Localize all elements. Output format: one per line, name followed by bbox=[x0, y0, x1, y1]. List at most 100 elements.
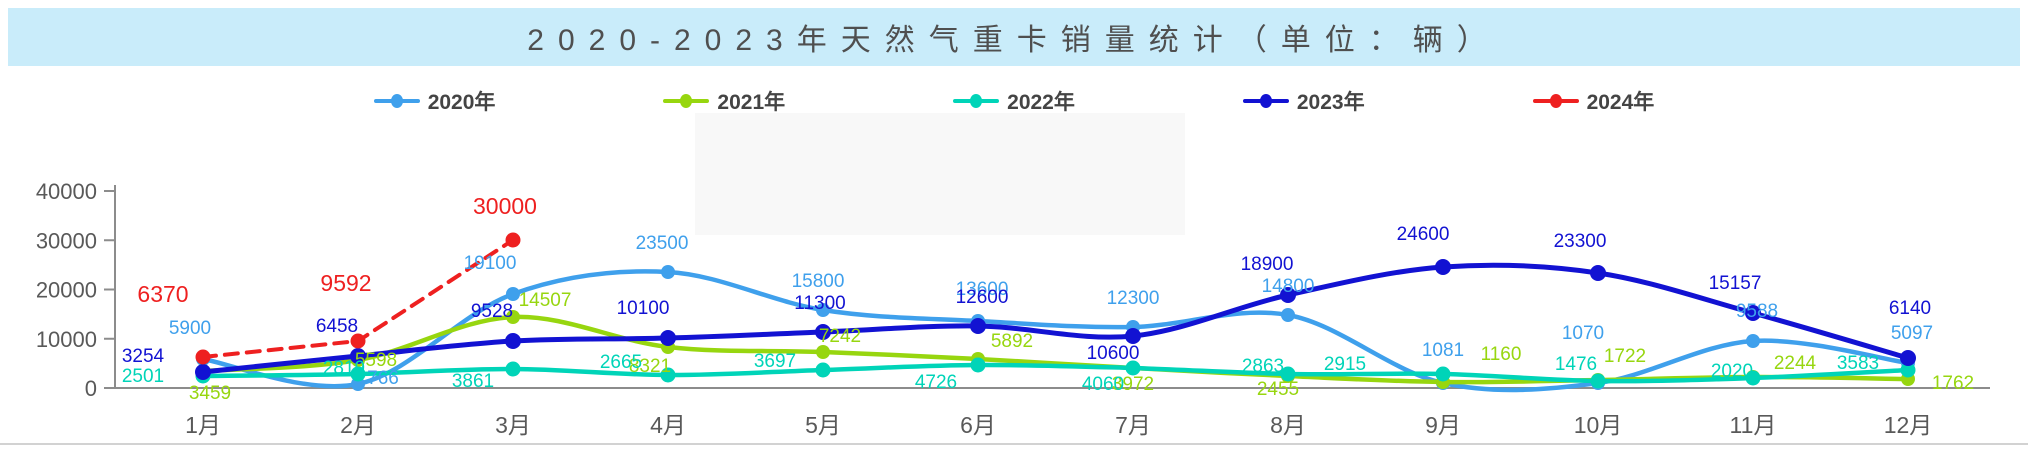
data-label-2020年: 13600 bbox=[956, 279, 1009, 300]
data-label-2020年: 14800 bbox=[1262, 276, 1315, 297]
data-label-2020年: 12300 bbox=[1107, 288, 1160, 309]
data-label-2023年: 6458 bbox=[316, 316, 358, 337]
x-axis-label: 10月 bbox=[1574, 412, 1623, 438]
legend-item-2022年[interactable]: 2022年 bbox=[953, 86, 1075, 116]
data-label-2022年: 4726 bbox=[915, 372, 957, 393]
data-label-2020年: 1081 bbox=[1422, 340, 1464, 361]
data-point-2020年 bbox=[1281, 308, 1295, 322]
x-axis-label: 1月 bbox=[185, 412, 221, 438]
data-point-2021年 bbox=[816, 345, 830, 359]
data-point-2022年 bbox=[350, 366, 366, 382]
data-label-2020年: 9588 bbox=[1736, 301, 1778, 322]
y-axis-label: 40000 bbox=[36, 179, 97, 204]
legend-item-2020年[interactable]: 2020年 bbox=[373, 86, 495, 116]
x-axis-label: 4月 bbox=[650, 412, 686, 438]
legend-marker-icon bbox=[373, 94, 420, 108]
data-point-2023年 bbox=[1590, 265, 1606, 281]
data-point-2023年 bbox=[1280, 287, 1296, 303]
data-label-2023年: 12600 bbox=[956, 287, 1009, 308]
data-point-2023年 bbox=[350, 348, 366, 364]
data-label-2022年: 2819 bbox=[323, 358, 365, 379]
legend-marker-icon bbox=[1532, 94, 1579, 108]
data-label-2024年: 6370 bbox=[137, 281, 188, 307]
data-label-2021年: 8321 bbox=[629, 356, 671, 377]
data-point-2022年 bbox=[1435, 366, 1451, 382]
data-label-2021年: 3459 bbox=[189, 383, 231, 404]
series-line-2023年 bbox=[200, 262, 1911, 375]
data-label-2023年: 18900 bbox=[1241, 254, 1294, 275]
y-axis-label: 30000 bbox=[36, 228, 97, 253]
data-label-2022年: 3697 bbox=[754, 351, 796, 372]
data-point-2023年 bbox=[815, 324, 831, 340]
data-label-2020年: 15800 bbox=[792, 271, 845, 292]
data-label-2022年: 2915 bbox=[1324, 354, 1366, 375]
data-label-2022年: 2020 bbox=[1711, 361, 1753, 382]
legend-item-2021年[interactable]: 2021年 bbox=[663, 86, 785, 116]
data-point-2023年 bbox=[505, 333, 521, 349]
data-point-2023年 bbox=[1125, 328, 1141, 344]
data-label-2020年: 1070 bbox=[1562, 323, 1604, 344]
legend-label: 2024年 bbox=[1586, 91, 1655, 114]
data-label-2020年: 766 bbox=[367, 368, 399, 389]
data-point-2023年 bbox=[1900, 350, 1916, 366]
data-label-2020年: 19100 bbox=[464, 253, 517, 274]
legend-marker-icon bbox=[663, 94, 710, 108]
x-axis-label: 12月 bbox=[1884, 412, 1933, 438]
data-label-2024年: 30000 bbox=[473, 193, 537, 219]
data-label-2022年: 2501 bbox=[122, 366, 164, 387]
data-point-2022年 bbox=[970, 357, 986, 373]
data-label-2021年: 1160 bbox=[1481, 344, 1522, 365]
data-point-2022年 bbox=[505, 361, 521, 377]
data-point-2020年 bbox=[816, 303, 830, 317]
data-label-2022年: 3583 bbox=[1837, 353, 1879, 374]
data-label-2022年: 1476 bbox=[1555, 354, 1597, 375]
data-label-2021年: 3972 bbox=[1112, 374, 1154, 395]
title-banner: 2020-2023年天然气重卡销量统计（单位：辆） bbox=[8, 8, 2020, 66]
x-axis-label: 5月 bbox=[805, 412, 841, 438]
data-point-2020年 bbox=[506, 287, 520, 301]
data-label-2022年: 2863 bbox=[1242, 356, 1284, 377]
data-label-2020年: 23500 bbox=[636, 233, 689, 254]
legend-item-2023年[interactable]: 2023年 bbox=[1242, 86, 1365, 116]
data-point-2020年 bbox=[1746, 334, 1760, 348]
series-line-2022年 bbox=[200, 362, 1911, 384]
data-label-2023年: 9528 bbox=[471, 301, 513, 322]
legend-label: 2022年 bbox=[1007, 91, 1075, 114]
data-point-2023年 bbox=[1435, 259, 1451, 275]
data-label-2022年: 2665 bbox=[600, 352, 642, 373]
data-point-2024年 bbox=[350, 333, 366, 349]
data-label-2021年: 5598 bbox=[355, 350, 397, 371]
data-label-2021年: 1722 bbox=[1604, 346, 1646, 367]
data-point-2022年 bbox=[1590, 373, 1606, 389]
x-axis-label: 8月 bbox=[1270, 412, 1306, 438]
data-label-2021年: 7242 bbox=[819, 326, 861, 347]
legend-marker-icon bbox=[1242, 94, 1289, 108]
y-axis-label: 10000 bbox=[36, 327, 97, 352]
data-label-2022年: 4060 bbox=[1082, 374, 1124, 395]
x-axis-label: 6月 bbox=[960, 412, 996, 438]
data-point-2022年 bbox=[815, 362, 831, 378]
data-label-2024年: 9592 bbox=[320, 270, 371, 296]
data-label-2023年: 3254 bbox=[122, 346, 165, 367]
data-point-2023年 bbox=[195, 364, 211, 380]
y-axis-label: 20000 bbox=[36, 278, 97, 303]
data-point-2024年 bbox=[195, 349, 211, 365]
legend-label: 2021年 bbox=[717, 91, 786, 114]
x-axis-label: 2月 bbox=[340, 412, 376, 438]
data-label-2023年: 24600 bbox=[1397, 224, 1450, 245]
x-axis-label: 9月 bbox=[1425, 412, 1461, 438]
data-label-2023年: 10100 bbox=[617, 298, 670, 319]
data-label-2021年: 2244 bbox=[1774, 353, 1817, 374]
legend-label: 2023年 bbox=[1296, 91, 1365, 114]
data-point-2020年 bbox=[661, 265, 675, 279]
data-label-2021年: 14507 bbox=[519, 290, 572, 311]
data-label-2021年: 5892 bbox=[991, 331, 1033, 352]
data-label-2020年: 5097 bbox=[1891, 323, 1933, 344]
legend-item-2024年[interactable]: 2024年 bbox=[1532, 86, 1655, 116]
data-label-2022年: 3861 bbox=[452, 371, 494, 392]
data-point-2022年 bbox=[660, 367, 676, 383]
data-point-2023年 bbox=[970, 318, 986, 334]
x-axis-label: 7月 bbox=[1115, 412, 1151, 438]
data-point-2023年 bbox=[660, 330, 676, 346]
